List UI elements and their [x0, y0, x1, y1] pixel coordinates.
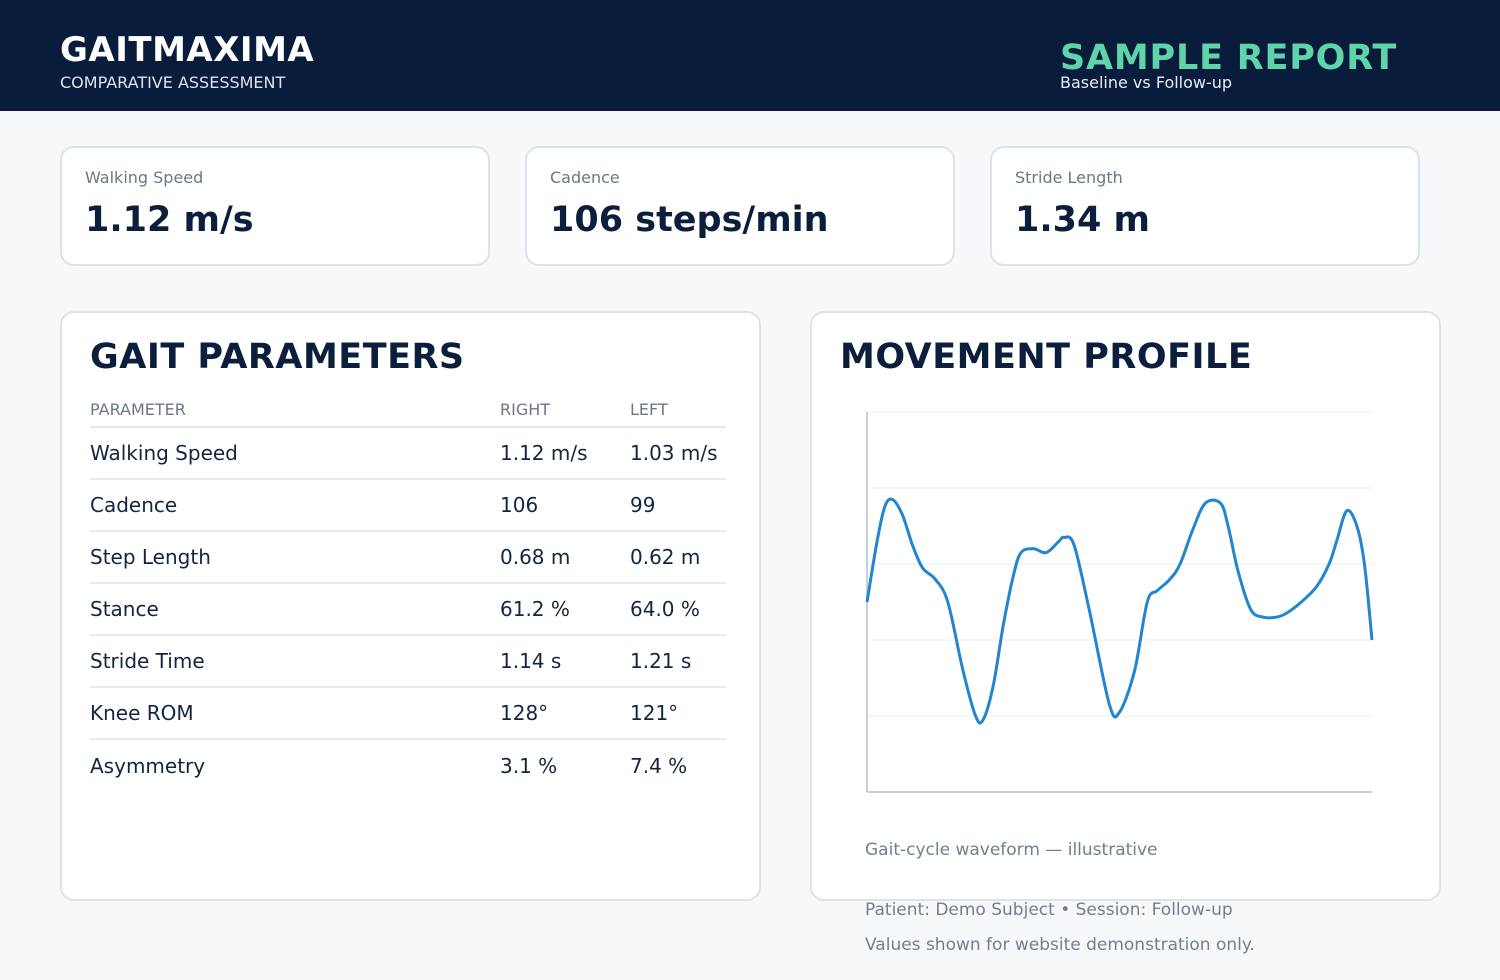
kpi-label: Walking Speed [85, 168, 204, 187]
movement-profile-chart [865, 411, 1374, 793]
column-header-parameter: PARAMETER [90, 393, 500, 428]
cell-left: 121° [630, 687, 726, 740]
report-title: SAMPLE REPORT [1060, 38, 1398, 78]
cell-parameter: Knee ROM [90, 687, 500, 740]
table-row: Asymmetry 3.1 % 7.4 % [90, 739, 726, 791]
report-header: GAITMAXIMA COMPARATIVE ASSESSMENT SAMPLE… [0, 0, 1500, 111]
kpi-label: Stride Length [1015, 168, 1123, 187]
kpi-value: 1.34 m [1015, 200, 1151, 240]
cell-right: 0.68 m [500, 531, 630, 584]
kpi-card-stride-length: Stride Length 1.34 m [990, 146, 1420, 266]
kpi-card-cadence: Cadence 106 steps/min [525, 146, 955, 266]
cell-parameter: Stance [90, 583, 500, 636]
brand-logo-text: GAITMAXIMA [60, 30, 315, 70]
table-header-row: PARAMETER RIGHT LEFT [90, 393, 726, 428]
kpi-card-walking-speed: Walking Speed 1.12 m/s [60, 146, 490, 266]
waveform-series-line [865, 497, 1374, 725]
table-row: Stride Time 1.14 s 1.21 s [90, 635, 726, 688]
cell-parameter: Stride Time [90, 635, 500, 688]
panel-title: MOVEMENT PROFILE [840, 337, 1253, 377]
cell-left: 1.21 s [630, 635, 726, 688]
table-row: Walking Speed 1.12 m/s 1.03 m/s [90, 427, 726, 480]
gait-parameters-table: PARAMETER RIGHT LEFT Walking Speed 1.12 m… [90, 393, 726, 791]
cell-parameter: Walking Speed [90, 427, 500, 480]
kpi-value: 106 steps/min [550, 200, 829, 240]
report-subtitle: Baseline vs Follow-up [1060, 73, 1233, 92]
table-row: Step Length 0.68 m 0.62 m [90, 531, 726, 584]
cell-left: 64.0 % [630, 583, 726, 636]
column-header-right: RIGHT [500, 393, 630, 428]
cell-right: 128° [500, 687, 630, 740]
kpi-label: Cadence [550, 168, 620, 187]
cell-parameter: Asymmetry [90, 753, 206, 778]
movement-profile-panel: MOVEMENT PROFILE [810, 311, 1441, 901]
cell-parameter: Cadence [90, 479, 500, 532]
cell-right: 3.1 % [500, 753, 558, 778]
panel-title: GAIT PARAMETERS [90, 337, 465, 377]
cell-left: 99 [630, 479, 726, 532]
table-row: Stance 61.2 % 64.0 % [90, 583, 726, 636]
disclaimer: Values shown for website demonstration o… [865, 935, 1255, 955]
cell-right: 1.12 m/s [500, 427, 630, 480]
cell-right: 61.2 % [500, 583, 630, 636]
cell-right: 106 [500, 479, 630, 532]
cell-left: 0.62 m [630, 531, 726, 584]
cell-left: 7.4 % [630, 753, 688, 778]
chart-caption: Gait-cycle waveform — illustrative [865, 840, 1158, 860]
table-row: Knee ROM 128° 121° [90, 687, 726, 740]
cell-left: 1.03 m/s [630, 427, 726, 480]
session-info: Patient: Demo Subject • Session: Follow-… [865, 900, 1233, 920]
cell-right: 1.14 s [500, 635, 630, 688]
column-header-left: LEFT [630, 393, 726, 428]
table-row: Cadence 106 99 [90, 479, 726, 532]
brand-subtitle: COMPARATIVE ASSESSMENT [60, 73, 286, 92]
cell-parameter: Step Length [90, 531, 500, 584]
kpi-value: 1.12 m/s [85, 200, 254, 240]
gait-parameters-panel: GAIT PARAMETERS PARAMETER RIGHT LEFT Wal… [60, 311, 761, 901]
